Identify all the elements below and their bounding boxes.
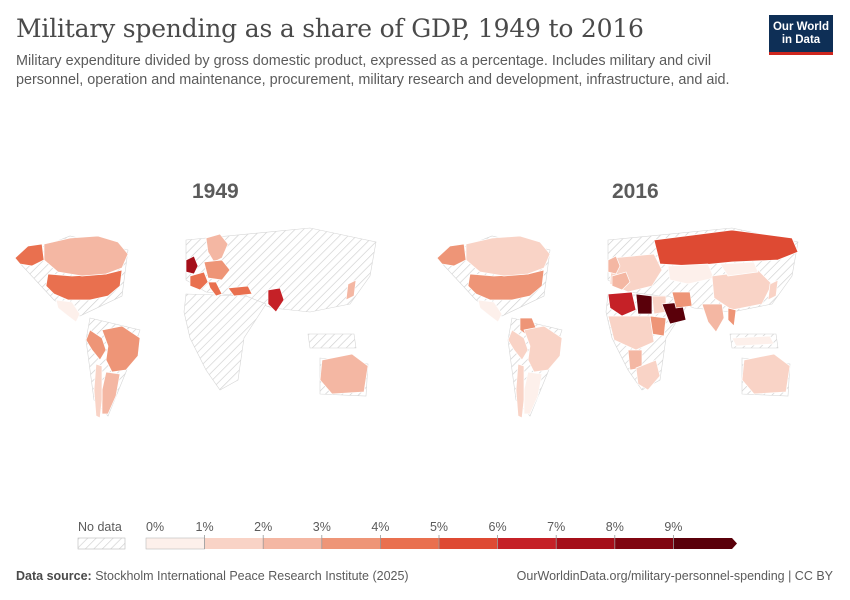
region-turkey[interactable] — [227, 285, 253, 297]
legend-tick-label: 5% — [430, 520, 448, 534]
legend-tick-label: 4% — [371, 520, 389, 534]
legend-bins: 0% 1% 2% 3% 4% 5% 6% 7% 8% 9% — [145, 520, 737, 550]
legend-tick-label: 8% — [606, 520, 624, 534]
region-china[interactable] — [711, 269, 773, 311]
map-year-1949: 1949 — [192, 180, 239, 203]
legend-bin — [673, 538, 732, 549]
region-brazil[interactable] — [523, 325, 563, 373]
owid-logo[interactable]: Our World in Data — [769, 15, 833, 55]
region-australia[interactable] — [319, 353, 369, 395]
legend-bin — [204, 538, 264, 549]
source-url[interactable]: OurWorldinData.org/military-personnel-sp… — [516, 569, 833, 583]
logo-line-2: in Data — [781, 33, 821, 46]
region-peru[interactable] — [85, 329, 107, 361]
world-maps — [14, 227, 799, 419]
region-indonesia[interactable] — [731, 335, 775, 347]
region-central-africa[interactable] — [607, 315, 655, 351]
legend-bin — [556, 538, 615, 549]
region-chile[interactable] — [93, 363, 103, 419]
region-alaska[interactable] — [14, 243, 45, 267]
region-japan[interactable] — [767, 279, 779, 301]
logo-line-1: Our World — [772, 20, 829, 33]
legend-tick-label: 3% — [313, 520, 331, 534]
region-russia[interactable] — [653, 229, 799, 267]
legend-arrow — [732, 538, 737, 549]
region-iran[interactable] — [671, 291, 693, 309]
legend-tick-label: 2% — [254, 520, 272, 534]
map-year-2016: 2016 — [612, 180, 659, 203]
region-kazakhstan[interactable] — [667, 263, 715, 285]
legend-no-data-swatch — [77, 537, 126, 550]
data-source-text: Stockholm International Peace Research I… — [95, 569, 409, 583]
legend-bin — [497, 538, 557, 549]
map-2016 — [436, 227, 799, 419]
legend-tick-label: 7% — [547, 520, 565, 534]
region-uk[interactable] — [607, 255, 621, 275]
region-india[interactable] — [701, 303, 725, 333]
region-brazil[interactable] — [101, 325, 141, 373]
region-alaska[interactable] — [436, 243, 467, 267]
region-france[interactable] — [611, 271, 631, 291]
legend-tick-label: 9% — [664, 520, 682, 534]
legend-bin — [263, 538, 322, 549]
color-legend: No data 0% 1% 2% 3% 4% 5% 6% 7% 8% 9% — [77, 520, 737, 550]
no-data-landmass — [307, 333, 357, 349]
region-france[interactable] — [189, 271, 209, 291]
legend-bin — [439, 538, 498, 549]
legend-bin — [145, 537, 205, 550]
region-chile[interactable] — [515, 363, 525, 419]
region-canada[interactable] — [43, 235, 129, 277]
region-peru[interactable] — [507, 329, 529, 361]
legend-bin — [380, 538, 439, 549]
region-italy[interactable] — [207, 281, 223, 297]
region-mongolia[interactable] — [719, 261, 759, 277]
legend-bin — [321, 538, 381, 549]
region-algeria[interactable] — [607, 291, 637, 317]
region-japan[interactable] — [345, 279, 357, 301]
region-uk[interactable] — [185, 255, 199, 275]
region-canada[interactable] — [465, 235, 551, 277]
chart-subtitle: Military expenditure divided by gross do… — [16, 53, 730, 88]
region-pakistan[interactable] — [267, 287, 285, 313]
chart-title: Military spending as a share of GDP, 194… — [16, 14, 644, 43]
legend-no-data-label: No data — [78, 520, 122, 534]
legend-tick-label: 1% — [196, 520, 214, 534]
region-libya[interactable] — [635, 293, 653, 315]
region-mexico[interactable] — [477, 299, 503, 323]
data-source-label: Data source: — [16, 569, 92, 583]
region-scandinavia[interactable] — [205, 233, 229, 263]
legend-tick-label: 6% — [489, 520, 507, 534]
legend-bin — [614, 538, 674, 549]
region-mexico[interactable] — [55, 299, 81, 323]
map-1949 — [14, 227, 377, 419]
region-central-europe[interactable] — [203, 259, 231, 281]
region-southern-africa[interactable] — [635, 359, 661, 391]
no-data-landmass — [183, 293, 267, 391]
legend-tick-label: 0% — [146, 520, 164, 534]
data-source: Data source: Stockholm International Pea… — [16, 569, 409, 583]
region-myanmar[interactable] — [727, 307, 737, 327]
region-australia[interactable] — [741, 353, 791, 395]
